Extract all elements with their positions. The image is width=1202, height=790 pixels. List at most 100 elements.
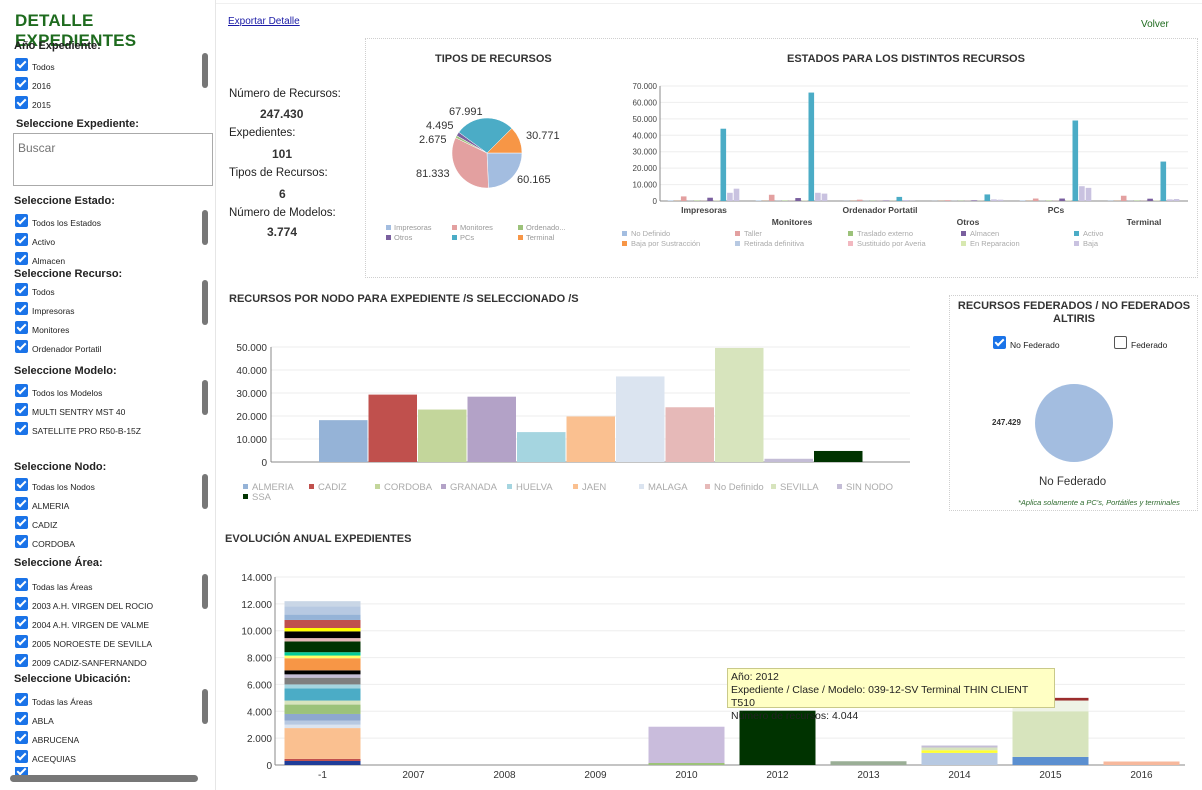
state-option-activo[interactable]: Activo [15, 231, 55, 247]
legend-swatch [441, 484, 446, 489]
checkbox-checked[interactable] [15, 282, 28, 296]
checkbox-checked[interactable] [15, 653, 28, 667]
legend-label: PCs [460, 233, 474, 242]
checkbox-checked[interactable] [15, 515, 28, 529]
checkbox-checked[interactable] [15, 213, 28, 227]
location-option-all[interactable]: Todas las Áreas [15, 691, 92, 707]
estados-bar-chart: 0 10.000 20.000 30.000 40.000 50.000 60.000 70.… [622, 82, 1188, 248]
checkbox-checked[interactable] [15, 615, 28, 629]
checkbox-checked[interactable] [15, 339, 28, 353]
location-option-abrucena[interactable]: ABRUCENA [15, 729, 79, 745]
chart-tooltip: Año: 2012 Expediente / Clase / Modelo: 0… [727, 668, 1055, 722]
checkbox-checked[interactable] [15, 301, 28, 315]
checkbox-checked[interactable] [15, 57, 28, 71]
node-option-all[interactable]: Todas los Nodos [15, 476, 95, 492]
back-link[interactable]: Volver [1141, 19, 1169, 30]
node-option-almeria[interactable]: ALMERIA [15, 495, 69, 511]
bar [680, 196, 687, 201]
checkbox-checked[interactable] [15, 596, 28, 610]
resource-option-impresoras[interactable]: Impresoras [15, 300, 75, 316]
checkbox-checked[interactable] [993, 335, 1006, 349]
model-scrollbar[interactable] [202, 380, 208, 415]
legend-label: Almacen [970, 229, 999, 238]
year-scrollbar[interactable] [202, 53, 208, 88]
node-option-cordoba[interactable]: CORDOBA [15, 533, 75, 549]
node-scrollbar[interactable] [202, 474, 208, 509]
checkbox-checked[interactable] [15, 767, 28, 775]
checkbox-checked[interactable] [15, 421, 28, 435]
stack-segment [739, 710, 816, 765]
x-tick-label: PCs [1048, 205, 1065, 215]
resource-option-todos[interactable]: Todos [15, 281, 55, 297]
expediente-search-input[interactable] [14, 134, 212, 162]
checkbox-unchecked[interactable] [1114, 335, 1127, 349]
resource-option-monitores[interactable]: Monitores [15, 319, 69, 335]
state-scrollbar[interactable] [202, 210, 208, 245]
x-tick-label: Terminal [1127, 217, 1162, 227]
bar [944, 200, 951, 201]
resources-panel [365, 38, 1198, 278]
checkbox-checked[interactable] [15, 383, 28, 397]
checkbox-checked[interactable] [15, 320, 28, 334]
checkbox-checked[interactable] [15, 534, 28, 548]
year-option-2016[interactable]: 2016 [15, 75, 51, 91]
area-option-2005[interactable]: 2005 NOROESTE DE SEVILLA [15, 633, 152, 649]
checkbox-checked[interactable] [15, 634, 28, 648]
federados-title: RECURSOS FEDERADOS / NO FEDERADOS ALTIRI… [957, 300, 1191, 325]
location-option-acequias[interactable]: ACEQUIAS [15, 748, 76, 764]
sidebar-horizontal-scrollbar[interactable] [10, 775, 198, 782]
filter-sidebar: DETALLE EXPEDIENTES Año Expediente: Todo… [0, 0, 216, 790]
resource-scrollbar[interactable] [202, 280, 208, 325]
bar [815, 192, 821, 201]
stack-segment [284, 760, 361, 765]
area-option-all[interactable]: Todas las Áreas [15, 576, 92, 592]
kpi-expedientes-value: 101 [272, 147, 293, 161]
model-option-satellite[interactable]: SATELLITE PRO R50-B-15Z [15, 420, 141, 436]
state-filter-title: Seleccione Estado: [14, 195, 115, 207]
checkbox-checked[interactable] [15, 402, 28, 416]
expediente-search-box[interactable] [13, 133, 213, 186]
checkbox-checked[interactable] [15, 577, 28, 591]
pie-value-label: 60.165 [517, 174, 551, 186]
checkbox-checked[interactable] [15, 76, 28, 90]
year-option-todos[interactable]: Todos [15, 56, 55, 72]
federado-option[interactable]: Federado [1114, 334, 1167, 350]
stack-segment [284, 728, 361, 759]
checkbox-checked[interactable] [15, 730, 28, 744]
location-scrollbar[interactable] [202, 689, 208, 724]
model-option-mst40[interactable]: MULTI SENTRY MST 40 [15, 401, 125, 417]
stack-segment [284, 638, 361, 642]
resource-option-portatil[interactable]: Ordenador Portatil [15, 338, 101, 354]
checkbox-checked[interactable] [15, 692, 28, 706]
legend-label: Monitores [460, 223, 493, 232]
checkbox-checked[interactable] [15, 496, 28, 510]
bar [896, 196, 903, 201]
state-option-almacen[interactable]: Almacen [15, 250, 65, 266]
pie-value-label: 2.675 [419, 134, 447, 146]
year-option-2015[interactable]: 2015 [15, 94, 51, 110]
checkbox-checked[interactable] [15, 95, 28, 109]
area-option-2004[interactable]: 2004 A.H. VIRGEN DE VALME [15, 614, 149, 630]
checkbox-checked[interactable] [15, 749, 28, 763]
checkbox-checked[interactable] [15, 232, 28, 246]
location-option-abla[interactable]: ABLA [15, 710, 54, 726]
checkbox-checked[interactable] [15, 251, 28, 265]
no-federado-option[interactable]: No Federado [993, 334, 1060, 350]
area-option-2003[interactable]: 2003 A.H. VIRGEN DEL ROCIO [15, 595, 153, 611]
legend-label: MALAGA [648, 482, 688, 493]
legend-label: No Definido [631, 229, 670, 238]
export-detail-link[interactable]: Exportar Detalle [228, 16, 300, 27]
bar [1160, 161, 1167, 201]
checkbox-checked[interactable] [15, 711, 28, 725]
node-option-cadiz[interactable]: CADIZ [15, 514, 58, 530]
bar [1120, 195, 1127, 201]
model-option-all[interactable]: Todos los Modelos [15, 382, 102, 398]
location-option-next[interactable] [15, 767, 28, 775]
area-option-2009[interactable]: 2009 CADIZ-SANFERNANDO [15, 652, 147, 668]
evolucion-bar-chart: 0 2.000 4.000 6.000 8.000 10.000 12.000 14.000 -… [241, 573, 1185, 781]
checkbox-checked[interactable] [15, 477, 28, 491]
state-option-all[interactable]: Todos los Estados [15, 212, 101, 228]
area-scrollbar[interactable] [202, 574, 208, 609]
evolucion-chart-title: EVOLUCIÓN ANUAL EXPEDIENTES [225, 533, 412, 545]
legend-swatch [848, 231, 853, 236]
